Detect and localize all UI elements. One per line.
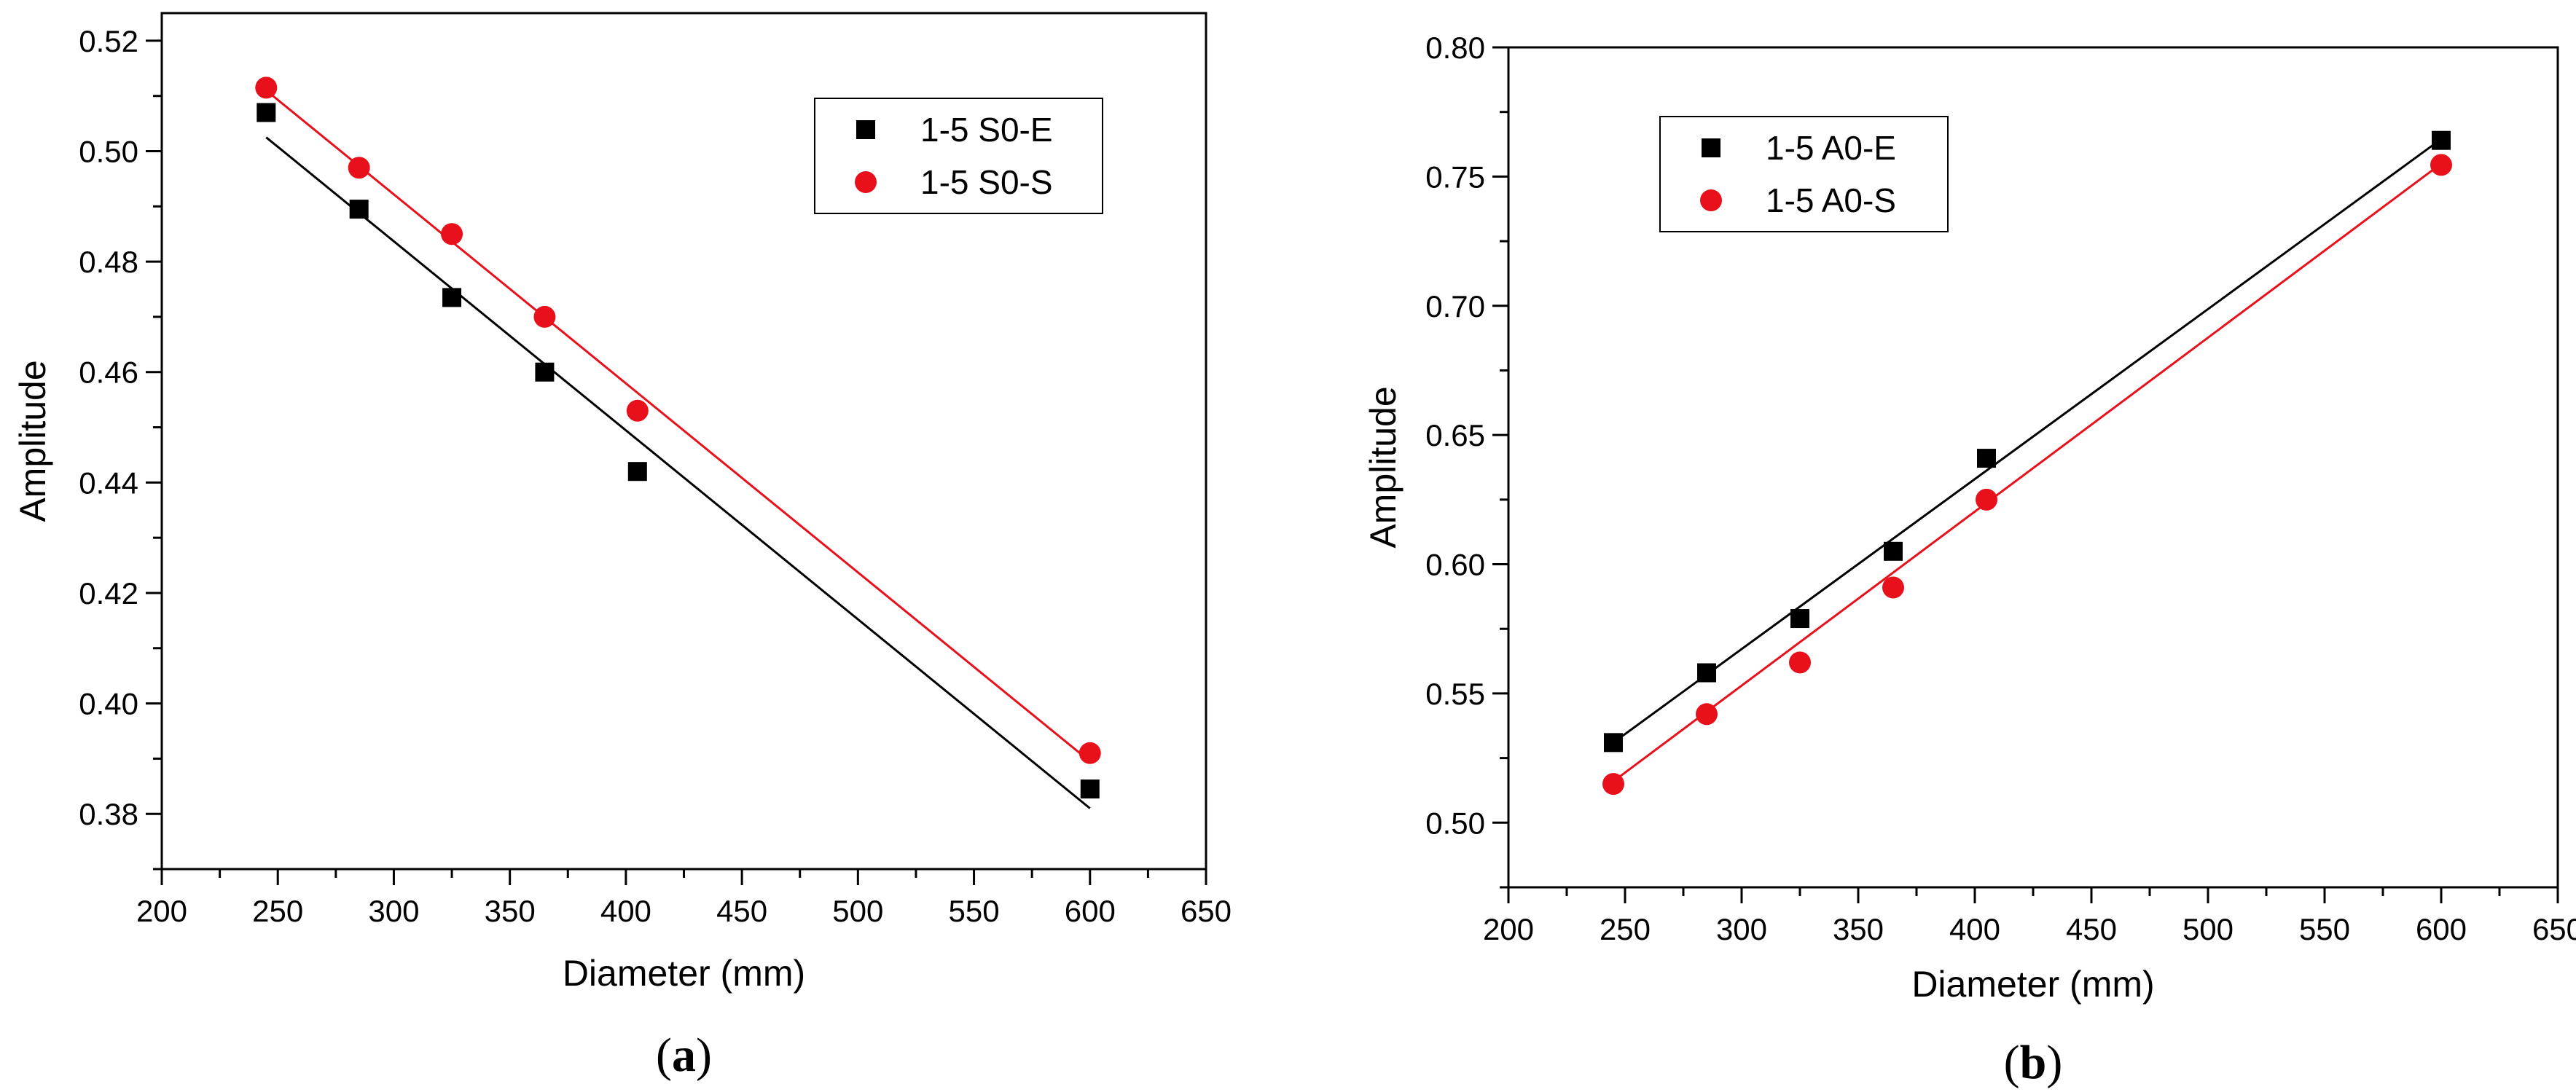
legend-label: 1-5 A0-S [1766, 181, 1896, 219]
fit-line-2 [1613, 162, 2442, 782]
data-point-circle [1976, 488, 1997, 511]
y-tick-label: 0.50 [1425, 806, 1485, 840]
data-point-square [1790, 609, 1809, 629]
x-tick-label: 450 [2066, 912, 2117, 946]
data-point-circle [1696, 703, 1718, 726]
data-point-square [1604, 733, 1623, 753]
data-point-square [1977, 449, 1996, 468]
data-point-square [535, 362, 555, 382]
x-tick-label: 400 [600, 894, 651, 928]
data-point-square [1884, 541, 1903, 561]
panel-a: 200 250 300 350 400 450 500 550 600 650 0.38 0.40 0.… [12, 12, 1232, 1082]
data-point-circle [533, 305, 556, 328]
x-tick-label: 500 [832, 894, 883, 928]
data-point-square [1080, 779, 1100, 799]
x-tick-label: 500 [2182, 912, 2234, 946]
x-axis-title: Diameter (mm) [563, 953, 805, 994]
data-point-circle [1882, 576, 1904, 599]
legend-label: 1-5 S0-S [920, 163, 1053, 201]
y-tick-label: 0.65 [1425, 418, 1485, 452]
legend-marker-square [1702, 138, 1720, 157]
y-tick-label: 0.38 [79, 797, 138, 831]
y-tick-label: 0.42 [79, 576, 138, 610]
x-tick-label: 650 [2532, 912, 2576, 946]
data-point-circle [626, 399, 649, 422]
panel-label: (a) [656, 1029, 712, 1082]
panel-letter: b [2020, 1036, 2047, 1089]
data-point-square [2432, 130, 2451, 150]
x-tick-label: 400 [1949, 912, 2000, 946]
legend-marker-circle [855, 171, 877, 193]
data-point-circle [255, 76, 278, 99]
fit-line-2 [265, 89, 1091, 763]
panel-label: (b) [2004, 1036, 2063, 1089]
legend-box [814, 98, 1103, 214]
y-tick-label: 0.55 [1425, 677, 1485, 711]
legend-box [1659, 116, 1949, 232]
data-point-square [1697, 663, 1716, 683]
x-tick-label: 200 [136, 894, 187, 928]
y-tick-label: 0.44 [79, 466, 138, 500]
x-tick-label: 600 [2416, 912, 2467, 946]
x-tick-label: 300 [368, 894, 419, 928]
y-axis-title: Amplitude [12, 360, 53, 522]
data-point-circle [441, 223, 463, 245]
x-tick-label: 300 [1716, 912, 1767, 946]
fit-line-1 [265, 136, 1091, 809]
x-tick-label: 550 [2299, 912, 2350, 946]
data-point-circle [1789, 651, 1811, 674]
legend-label: 1-5 A0-E [1766, 129, 1896, 167]
legend-label: 1-5 S0-E [920, 111, 1053, 149]
x-tick-label: 200 [1483, 912, 1534, 946]
data-point-square [349, 200, 369, 219]
y-tick-label: 0.60 [1425, 548, 1485, 582]
y-axis-title: Amplitude [1363, 386, 1404, 548]
legend-marker-circle [1700, 189, 1722, 211]
y-tick-label: 0.80 [1425, 31, 1485, 65]
panel-letter: a [672, 1029, 696, 1082]
data-point-square [257, 103, 276, 122]
fit-line-1 [1613, 138, 2442, 744]
x-tick-label: 250 [1600, 912, 1651, 946]
y-tick-label: 0.52 [79, 24, 138, 58]
x-tick-label: 250 [252, 894, 303, 928]
data-point-circle [2430, 154, 2452, 176]
x-tick-label: 350 [485, 894, 536, 928]
x-tick-label: 450 [716, 894, 767, 928]
data-point-circle [1602, 773, 1624, 796]
panel-b: 200 250 300 350 400 450 500 550 600 650 0.50 0.55 0.… [1363, 31, 2576, 1089]
legend-marker-square [856, 120, 875, 139]
data-point-square [442, 288, 462, 307]
y-tick-label: 0.70 [1425, 289, 1485, 323]
x-tick-label: 350 [1833, 912, 1884, 946]
x-axis-title: Diameter (mm) [1911, 964, 2154, 1005]
x-tick-label: 600 [1065, 894, 1116, 928]
x-tick-label: 650 [1181, 894, 1232, 928]
x-tick-label: 550 [949, 894, 1000, 928]
y-tick-label: 0.50 [79, 135, 138, 169]
data-point-square [627, 462, 647, 482]
data-point-circle [348, 157, 370, 179]
y-tick-label: 0.46 [79, 356, 138, 390]
y-tick-label: 0.48 [79, 245, 138, 279]
y-tick-label: 0.40 [79, 687, 138, 721]
data-point-circle [1078, 742, 1101, 764]
y-tick-label: 0.75 [1425, 160, 1485, 194]
